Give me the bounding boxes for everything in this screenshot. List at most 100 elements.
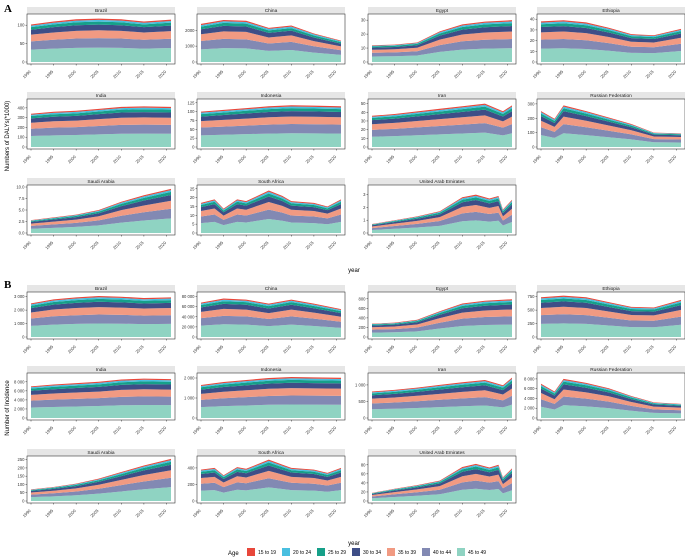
x-tick-label: 2000 (577, 344, 588, 355)
facet-india: India 0 2 000 4 000 6 000 8 000 1990 1995 2000 20… (14, 366, 176, 436)
legend-label: 30 to 34 (363, 550, 381, 556)
x-tick-label: 2000 (67, 240, 78, 251)
facet-china: China 0 20 000 40 000 60 000 80 000 1990 1995 20… (182, 285, 346, 355)
area-30-to-34 (201, 111, 341, 122)
x-tick-label: 2005 (89, 508, 100, 519)
x-tick-label: 2015 (304, 154, 315, 165)
y-tick-label: 1000 (185, 44, 195, 49)
x-tick-label: 1995 (554, 344, 565, 355)
area-25-to-29 (372, 23, 512, 48)
area-30-to-34 (31, 301, 171, 313)
x-tick-label: 2015 (644, 154, 655, 165)
x-tick-label: 1990 (192, 425, 203, 436)
y-tick-label: 2 000 (14, 406, 25, 411)
y-tick-label: 50 (20, 490, 25, 495)
facet-strip (27, 7, 175, 14)
facet-strip (197, 7, 345, 14)
x-tick-label: 1990 (22, 154, 33, 165)
y-tick-label: 75 (190, 118, 195, 123)
x-tick-label: 2005 (430, 69, 441, 80)
facet-ethiopia: Ethiopia 0 10 20 30 40 1990 1995 2000 2005 2010 201… (530, 7, 685, 79)
area-25-to-29 (372, 466, 512, 494)
y-tick-label: 50 (20, 41, 25, 46)
y-tick-label: 0 (22, 499, 25, 504)
area-20-to-24 (541, 21, 681, 38)
facet-title: Egypt (436, 8, 449, 14)
area-30-to-34 (31, 195, 171, 224)
y-tick-label: 0 (192, 231, 195, 236)
x-tick-label: 2005 (430, 240, 441, 251)
area-20-to-24 (372, 104, 512, 118)
area-40-to-44 (541, 396, 681, 414)
area-40-to-44 (201, 478, 341, 493)
x-tick-label: 1990 (532, 154, 543, 165)
x-tick-label: 2005 (259, 425, 270, 436)
x-tick-label: 1990 (22, 240, 33, 251)
x-tick-label: 2000 (67, 508, 78, 519)
x-tick-label: 1995 (385, 508, 396, 519)
y-tick-label: 300 (18, 115, 26, 120)
x-tick-label: 1990 (532, 344, 543, 355)
x-tick-label: 2020 (157, 425, 168, 436)
area-45-to-49 (201, 133, 341, 147)
x-tick-label: 2005 (259, 344, 270, 355)
area-30-to-34 (201, 25, 341, 47)
area-30-to-34 (201, 465, 341, 483)
area-15-to-19 (541, 20, 681, 37)
y-tick-label: 2 000 (524, 406, 535, 411)
x-tick-label: 2010 (453, 240, 464, 251)
x-tick-label: 2015 (644, 344, 655, 355)
x-tick-label: 1990 (363, 69, 374, 80)
x-tick-label: 2005 (430, 154, 441, 165)
y-tick-label: 20 000 (182, 324, 195, 329)
x-tick-label: 2005 (259, 154, 270, 165)
x-tick-label: 2015 (134, 508, 145, 519)
x-tick-label: 2020 (498, 508, 509, 519)
area-30-to-34 (372, 304, 512, 328)
area-45-to-49 (541, 405, 681, 418)
area-45-to-49 (31, 323, 171, 337)
legend-swatch (422, 548, 430, 556)
x-tick-label: 2015 (304, 69, 315, 80)
y-tick-label: 8 000 (14, 379, 25, 384)
y-tick-label: 10 (361, 46, 366, 51)
area-45-to-49 (372, 48, 512, 62)
area-35-to-39 (372, 31, 512, 53)
x-tick-label: 1995 (44, 425, 55, 436)
y-tick-label: 10 (530, 49, 535, 54)
area-40-to-44 (201, 395, 341, 408)
area-35-to-39 (31, 117, 171, 129)
x-tick-label: 2015 (304, 508, 315, 519)
area-35-to-39 (372, 388, 512, 404)
x-tick-label: 2020 (157, 240, 168, 251)
y-tick-label: 40 (361, 110, 366, 115)
y-tick-label: 4 000 (524, 396, 535, 401)
area-40-to-44 (201, 315, 341, 328)
area-20-to-24 (31, 297, 171, 306)
facet-strip (368, 285, 516, 292)
legend-label: 25 to 29 (328, 550, 346, 556)
area-40-to-44 (31, 124, 171, 137)
y-tick-label: 20 (530, 38, 535, 43)
facet-strip (537, 366, 685, 373)
x-tick-label: 2010 (112, 240, 123, 251)
x-tick-label: 2010 (622, 425, 633, 436)
x-tick-label: 2010 (453, 69, 464, 80)
y-tick-label: 15 (190, 204, 195, 209)
facet-strip (27, 285, 175, 292)
legend-swatch (457, 548, 465, 556)
x-tick-label: 1990 (363, 154, 374, 165)
x-tick-label: 1995 (44, 240, 55, 251)
y-tick-label: 2000 (185, 28, 195, 33)
facet-title: South Africa (258, 450, 284, 456)
area-30-to-34 (372, 469, 512, 496)
y-tick-label: 2 (363, 205, 366, 210)
x-tick-label: 2000 (67, 154, 78, 165)
area-20-to-24 (31, 379, 171, 389)
y-tick-label: 6 000 (14, 388, 25, 393)
area-45-to-49 (201, 324, 341, 337)
facet-south-africa: South Africa 0 5 10 15 20 25 1990 1995 2000 2005 20… (190, 178, 346, 250)
y-tick-label: 100 (188, 109, 196, 114)
area-20-to-24 (201, 299, 341, 312)
area-45-to-49 (372, 324, 512, 337)
